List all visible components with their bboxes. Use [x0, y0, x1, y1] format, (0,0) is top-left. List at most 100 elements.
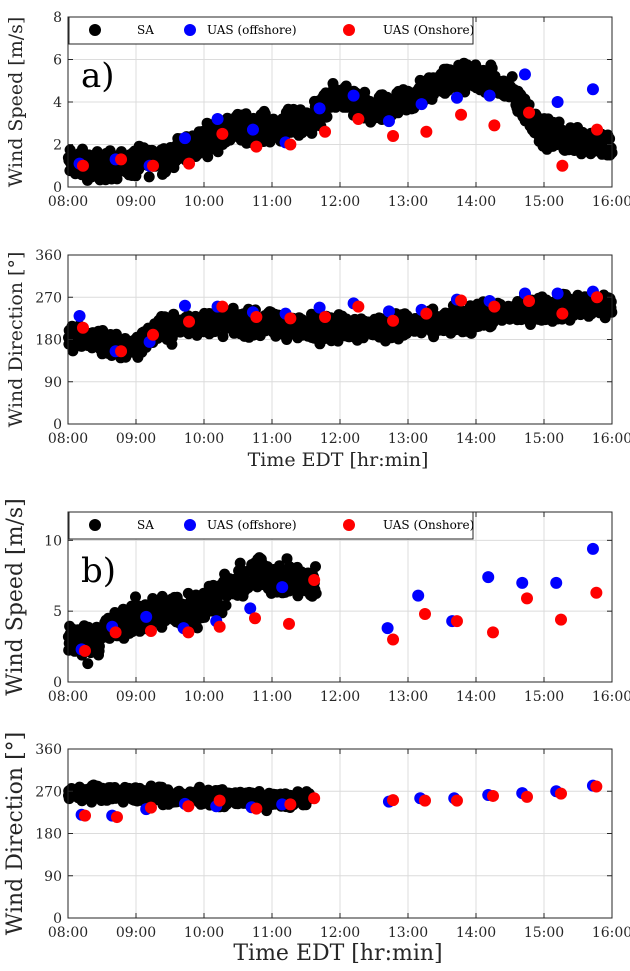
ticks: 08:00 09:00 10:00 11:00 12:00 13:00 14:00 15:00… — [44, 512, 630, 705]
x-tick-label: 13:00 — [388, 194, 428, 210]
onshore-point — [450, 794, 463, 807]
onshore-point — [250, 310, 263, 323]
y-tick-label: 6 — [53, 53, 62, 69]
onshore-point — [284, 138, 297, 151]
y-axis-label: Wind Direction [°] — [5, 252, 27, 428]
series-uas-offshore — [75, 542, 599, 656]
onshore-point — [319, 125, 332, 138]
x-tick-label: 14:00 — [456, 431, 496, 447]
y-tick-label: 2 — [53, 138, 62, 154]
series-uas-onshore — [79, 574, 603, 657]
offshore-point — [412, 589, 425, 602]
offshore-point — [518, 68, 531, 81]
x-tick-label: 09:00 — [116, 925, 156, 941]
x-tick-label: 12:00 — [320, 194, 360, 210]
x-tick-label: 15:00 — [524, 689, 564, 705]
onshore-point — [76, 321, 89, 334]
onshore-point — [250, 802, 263, 815]
onshore-point — [144, 625, 157, 637]
legend-label-sa: SA — [137, 518, 154, 532]
onshore-point — [590, 780, 603, 793]
onshore-point — [249, 612, 261, 625]
onshore-point — [455, 108, 468, 121]
offshore-point — [140, 610, 153, 623]
x-tick-label: 09:00 — [116, 689, 156, 705]
y-tick-label: 90 — [44, 375, 62, 391]
offshore-point — [516, 576, 529, 589]
offshore-point — [550, 576, 563, 589]
onshore-point — [387, 314, 400, 327]
offshore-point — [551, 287, 564, 300]
sa-point — [130, 591, 141, 603]
onshore-point — [387, 633, 400, 646]
legend: SA UAS (offshore) UAS (Onshore) — [68, 16, 474, 45]
offshore-point — [246, 123, 259, 136]
offshore-point — [178, 299, 191, 312]
series-sa — [63, 288, 618, 364]
offshore-point — [211, 113, 224, 125]
sa-point — [220, 599, 232, 611]
x-tick-label: 08:00 — [48, 689, 88, 705]
x-tick-label: 16:00 — [592, 689, 630, 705]
sa-point — [605, 296, 617, 308]
x-tick-label: 10:00 — [184, 689, 224, 705]
chart-a-wind-speed: 08:00 09:00 10:00 11:00 12:00 13:00 14:00 15:00… — [5, 10, 630, 210]
x-tick-label: 16:00 — [592, 431, 630, 447]
onshore-point — [79, 809, 91, 822]
x-tick-label: 16:00 — [592, 925, 630, 941]
onshore-point — [450, 615, 463, 628]
legend-label-offshore: UAS (offshore) — [207, 23, 297, 37]
onshore-point — [352, 300, 365, 313]
y-tick-label: 4 — [53, 95, 62, 111]
legend-label-sa: SA — [137, 23, 154, 37]
offshore-point — [586, 83, 599, 96]
x-tick-label: 10:00 — [184, 431, 224, 447]
onshore-point — [183, 315, 196, 328]
x-tick-label: 12:00 — [320, 689, 360, 705]
y-tick-label: 180 — [35, 333, 62, 349]
onshore-point — [183, 157, 196, 170]
onshore-point — [308, 792, 321, 805]
x-tick-label: 14:00 — [456, 925, 496, 941]
x-tick-label: 13:00 — [388, 431, 428, 447]
onshore-point — [591, 123, 604, 136]
onshore-point — [79, 644, 91, 657]
onshore-point — [387, 130, 400, 142]
x-tick-label: 08:00 — [48, 194, 88, 210]
onshore-point — [213, 620, 226, 633]
onshore-point — [521, 790, 533, 803]
offshore-point — [347, 89, 360, 102]
y-tick-label: 0 — [53, 911, 62, 927]
legend-box — [68, 16, 474, 45]
legend-box — [68, 511, 474, 540]
onshore-point — [115, 345, 128, 358]
legend-label-offshore: UAS (offshore) — [207, 518, 297, 532]
sa-point — [506, 71, 518, 83]
x-tick-label: 11:00 — [252, 925, 292, 941]
chart-a-wind-direction: 08:00 09:00 10:00 11:00 12:00 13:00 14:00 15:00… — [5, 248, 630, 471]
x-tick-label: 08:00 — [48, 925, 88, 941]
onshore-point — [216, 127, 229, 140]
offshore-point — [381, 622, 394, 635]
x-tick-label: 14:00 — [456, 194, 496, 210]
y-tick-label: 180 — [35, 827, 62, 843]
offshore-point — [382, 305, 395, 318]
onshore-point — [555, 613, 567, 626]
onshore-point — [319, 310, 332, 323]
legend-marker-onshore — [343, 24, 355, 36]
sa-point — [82, 658, 94, 670]
sa-point — [191, 622, 203, 634]
offshore-point — [313, 102, 326, 115]
onshore-point — [110, 811, 123, 824]
onshore-point — [419, 608, 431, 620]
x-tick-label: 13:00 — [388, 689, 428, 705]
sa-point — [93, 640, 105, 652]
x-tick-label: 09:00 — [116, 431, 156, 447]
onshore-point — [523, 106, 536, 119]
x-tick-label: 12:00 — [320, 431, 360, 447]
onshore-point — [115, 153, 128, 166]
y-tick-label: 0 — [53, 180, 62, 196]
onshore-point — [352, 113, 365, 125]
legend-label-onshore: UAS (Onshore) — [383, 518, 474, 532]
ticks: 08:00 09:00 10:00 11:00 12:00 13:00 14:00 15:00… — [35, 742, 630, 941]
